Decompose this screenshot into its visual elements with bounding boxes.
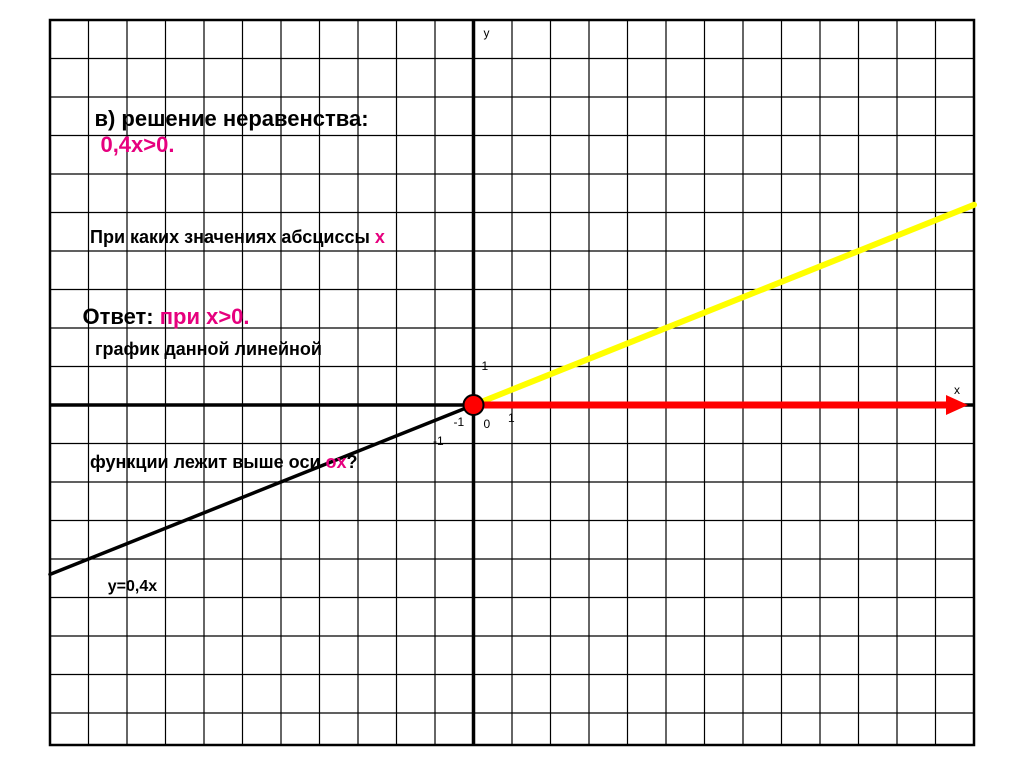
tick-1-x: 1 bbox=[508, 411, 515, 425]
chart-stage: в) решение неравенства: 0,4x>0. При каки… bbox=[0, 0, 1024, 767]
y-axis-label: y bbox=[484, 26, 490, 40]
tick-neg1-y: -1 bbox=[454, 415, 465, 429]
q-line3a: функции лежит выше оси bbox=[90, 452, 326, 472]
q-line3c: ? bbox=[347, 452, 358, 472]
x-axis-label: x bbox=[954, 383, 960, 397]
answer-block: Ответ: при x>0. bbox=[58, 278, 250, 356]
q-line1b: x bbox=[375, 227, 385, 247]
answer-value: при x>0. bbox=[160, 304, 250, 329]
tick-1-y: 1 bbox=[482, 359, 489, 373]
tick-0: 0 bbox=[484, 417, 491, 431]
function-label: y=0,4x bbox=[90, 560, 157, 614]
answer-prefix: Ответ: bbox=[82, 304, 159, 329]
tick-neg1-x: -1 bbox=[433, 434, 444, 448]
title-highlight: 0,4x>0. bbox=[100, 132, 174, 157]
title-prefix: в) решение неравенства: bbox=[94, 106, 368, 131]
q-line3b: ox bbox=[326, 452, 347, 472]
q-line1a: При каких значениях абсциссы bbox=[90, 227, 375, 247]
